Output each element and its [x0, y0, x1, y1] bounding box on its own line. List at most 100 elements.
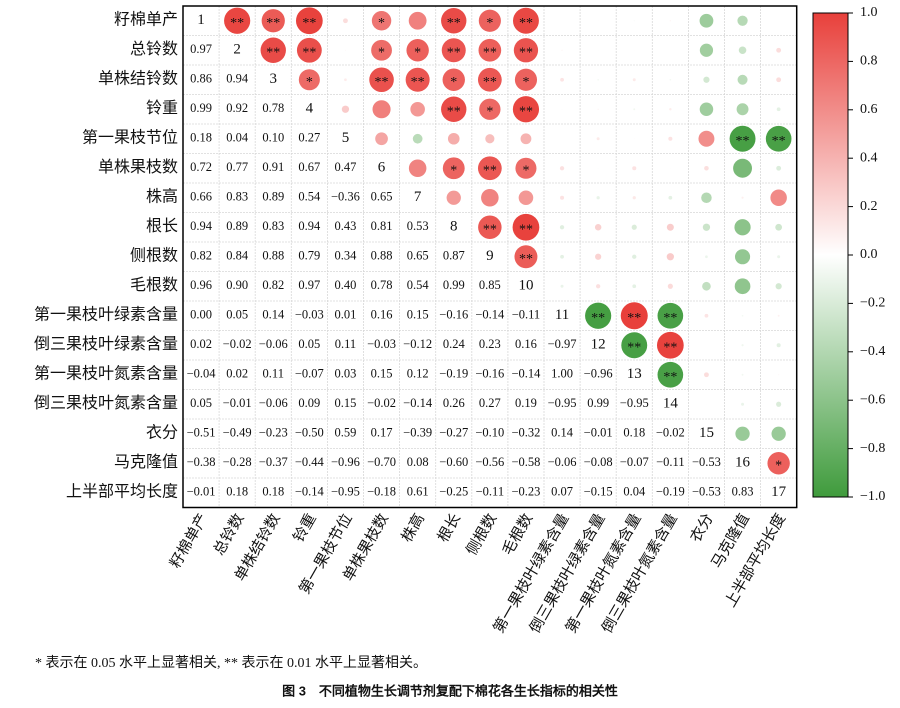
- value-label: 0.78: [371, 278, 393, 292]
- correlation-circle: [224, 7, 251, 34]
- significance-label: **: [483, 45, 497, 60]
- value-label: −0.19: [439, 367, 468, 381]
- value-label: 0.18: [262, 485, 284, 499]
- colorbar-tick-label: −0.2: [860, 296, 885, 311]
- correlation-circle: [560, 77, 564, 82]
- value-label: 0.59: [335, 426, 357, 440]
- correlation-circle: [705, 255, 708, 259]
- significance-label: **: [302, 16, 316, 31]
- value-label: 0.88: [371, 249, 393, 263]
- correlation-circle: [597, 78, 599, 81]
- correlation-circle: [767, 452, 790, 475]
- value-label: 0.27: [298, 131, 320, 145]
- correlation-circle: [669, 108, 672, 111]
- diagonal-label: 7: [414, 189, 422, 205]
- correlation-circle: [512, 213, 540, 241]
- significance-label: **: [519, 16, 533, 31]
- correlation-circle: [776, 401, 782, 407]
- value-label: −0.56: [475, 455, 504, 469]
- value-label: −0.19: [656, 485, 685, 499]
- value-label: 0.94: [298, 219, 321, 233]
- value-label: −0.04: [187, 367, 217, 381]
- correlation-circle: [478, 9, 501, 32]
- value-label: 0.01: [335, 308, 357, 322]
- value-label: 0.99: [190, 101, 212, 115]
- value-label: −0.16: [439, 308, 468, 322]
- value-label: −0.06: [259, 337, 288, 351]
- value-label: −0.03: [295, 308, 324, 322]
- colorbar-tick-label: 0.2: [860, 199, 878, 214]
- significance-label: **: [519, 104, 533, 119]
- correlation-circle: [595, 284, 601, 289]
- correlation-circle: [632, 78, 636, 82]
- correlation-circle: [518, 190, 534, 206]
- correlation-circle: [667, 283, 673, 289]
- significance-label: **: [736, 134, 750, 149]
- correlation-circle: [777, 314, 780, 317]
- colorbar-tick-label: 1.0: [860, 5, 878, 20]
- correlation-circle: [481, 188, 499, 207]
- row-label: 第一果枝节位: [82, 128, 178, 146]
- row-label: 单株结铃数: [98, 69, 178, 87]
- correlation-circle: [513, 38, 539, 63]
- value-label: 0.99: [443, 278, 465, 292]
- row-label: 籽棉单产: [114, 10, 178, 28]
- value-label: 0.18: [226, 485, 248, 499]
- value-label: −0.11: [512, 308, 540, 322]
- value-label: −0.02: [223, 337, 252, 351]
- correlation-circle: [514, 68, 538, 91]
- diagonal-label: 17: [771, 484, 787, 500]
- value-label: 0.83: [732, 485, 754, 499]
- correlation-circle: [776, 47, 782, 53]
- value-label: 0.19: [515, 396, 537, 410]
- value-label: −0.36: [331, 190, 360, 204]
- value-label: 0.88: [262, 249, 284, 263]
- value-label: −0.18: [367, 485, 396, 499]
- correlation-circle: [408, 11, 427, 30]
- value-label: 0.26: [443, 396, 465, 410]
- correlation-circle: [776, 343, 781, 348]
- correlation-circle: [441, 96, 467, 122]
- significance-label: **: [663, 311, 677, 326]
- correlation-circle: [344, 49, 346, 51]
- correlation-circle: [669, 20, 672, 22]
- value-label: 0.82: [190, 249, 212, 263]
- diagonal-label: 11: [555, 307, 569, 323]
- row-label: 上半部平均长度: [66, 482, 178, 500]
- correlation-circle: [597, 167, 599, 169]
- value-label: −0.28: [223, 455, 252, 469]
- value-label: −0.15: [584, 485, 613, 499]
- correlation-circle: [595, 253, 602, 260]
- value-label: −0.06: [548, 455, 577, 469]
- row-label: 倒三果枝叶氮素含量: [34, 394, 178, 412]
- significance-label: **: [483, 163, 497, 178]
- footnote: * 表示在 0.05 水平上显著相关, ** 表示在 0.01 水平上显著相关。: [35, 655, 427, 671]
- column-label: 株高: [398, 511, 428, 545]
- correlation-circle: [778, 374, 780, 376]
- correlation-circle: [594, 224, 602, 231]
- significance-label: **: [483, 75, 497, 90]
- correlation-circle: [633, 49, 635, 51]
- value-label: 0.16: [371, 308, 393, 322]
- correlation-circle: [559, 225, 565, 230]
- correlation-circle: [704, 313, 709, 318]
- diagonal-label: 2: [233, 42, 241, 58]
- value-label: 0.16: [515, 337, 537, 351]
- correlation-circle: [372, 100, 391, 119]
- value-label: −0.14: [403, 396, 433, 410]
- row-label: 根长: [146, 217, 178, 235]
- column-label: 毛根数: [499, 511, 536, 558]
- value-label: −0.11: [476, 485, 504, 499]
- value-label: 0.47: [335, 160, 357, 174]
- value-label: 0.04: [226, 131, 249, 145]
- correlation-circle: [514, 245, 538, 269]
- matrix-frame: [182, 5, 798, 509]
- colorbar-tick-label: 0.6: [860, 102, 878, 117]
- correlation-circle: [776, 107, 781, 112]
- correlation-circle: [777, 255, 781, 259]
- correlation-circle: [442, 68, 465, 91]
- correlation-circle: [621, 332, 648, 359]
- value-label: 0.02: [226, 367, 248, 381]
- value-label: 0.89: [262, 190, 284, 204]
